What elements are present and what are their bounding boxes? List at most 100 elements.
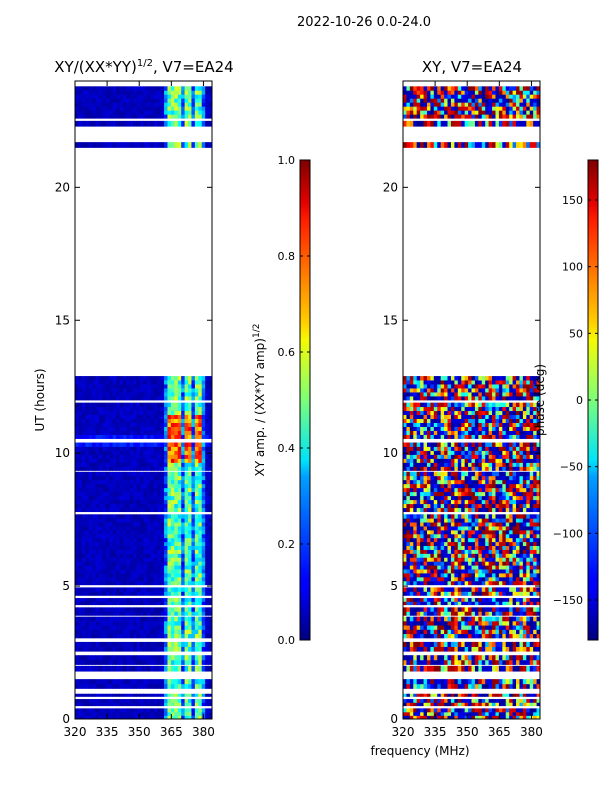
amp-heat-cell: [181, 380, 185, 385]
amp-heat-cell: [116, 376, 120, 381]
amp-heat-cell: [133, 392, 138, 397]
amp-heat-cell: [181, 561, 185, 566]
phase-heat-cell: [502, 580, 507, 586]
amp-heat-cell: [164, 430, 168, 435]
phase-heat-cell: [409, 526, 414, 531]
amp-heat-cell: [78, 507, 83, 513]
phase-heat-cell: [447, 683, 452, 689]
amp-heat-cell: [112, 414, 117, 420]
phase-heat-cell: [533, 611, 537, 616]
phase-heat-cell: [536, 679, 540, 685]
amp-heat-cell: [167, 598, 172, 602]
amp-heat-cell: [174, 553, 179, 558]
amp-heat-cell: [116, 659, 120, 665]
amp-heat-cell: [205, 392, 209, 397]
amp-heat-cell: [191, 573, 196, 578]
amp-heat-cell: [174, 616, 179, 622]
phase-heat-cell: [502, 715, 507, 719]
amp-heat-cell: [81, 659, 86, 665]
phase-heat-cell: [437, 646, 442, 652]
phase-heat-cell: [450, 533, 455, 539]
amp-heat-cell: [109, 402, 114, 408]
amp-heat-cell: [160, 422, 165, 427]
amp-heat-cell: [198, 495, 203, 501]
amp-heat-cell: [157, 565, 162, 570]
amp-heat-cell: [153, 434, 158, 439]
phase-heat-cell: [485, 526, 490, 531]
amp-heat-cell: [198, 553, 203, 558]
amp-heat-cell: [164, 529, 168, 535]
phase-heat-cell: [533, 655, 537, 661]
phase-heat-cell: [471, 665, 476, 672]
amp-heat-cell: [150, 418, 155, 423]
amp-heat-cell: [81, 565, 86, 570]
phase-heat-cell: [464, 573, 469, 578]
phase-heat-cell: [471, 545, 476, 550]
phase-heat-cell: [450, 573, 455, 578]
phase-heat-cell: [498, 591, 503, 596]
phase-heat-cell: [420, 537, 424, 543]
amp-heat-cell: [160, 434, 165, 439]
amp-heat-cell: [143, 702, 148, 707]
amp-heat-cell: [188, 708, 192, 713]
amp-heat-cell: [136, 384, 141, 389]
amp-heat-cell: [95, 702, 100, 707]
amp-heat-cell: [208, 702, 212, 707]
phase-heat-cell: [413, 679, 418, 685]
phase-heat-cell: [471, 655, 476, 661]
amp-heat-cell: [164, 616, 168, 622]
phase-heat-cell: [509, 655, 513, 661]
amp-heat-cell: [174, 446, 179, 451]
amp-heat-cell: [205, 607, 209, 612]
phase-heat-cell: [478, 576, 483, 582]
amp-heat-cell: [126, 422, 131, 427]
amp-heat-cell: [157, 458, 162, 463]
amp-heat-cell: [105, 553, 110, 558]
amp-heat-cell: [129, 471, 134, 477]
amp-heat-cell: [116, 114, 120, 119]
amp-heat-cell: [188, 491, 192, 497]
phase-heat-cell: [426, 629, 431, 635]
amp-heat-cell: [157, 573, 162, 578]
amp-heat-cell: [191, 466, 196, 471]
phase-heat-cell: [416, 591, 421, 596]
amp-heat-cell: [150, 388, 155, 393]
amp-heat-cell: [98, 392, 103, 397]
amp-heat-cell: [181, 611, 185, 616]
phase-heat-cell: [481, 598, 486, 602]
amp-heat-cell: [112, 454, 117, 459]
amp-heat-cell: [160, 94, 165, 99]
amp-heat-cell: [112, 708, 117, 713]
phase-heat-cell: [509, 569, 513, 574]
amp-heat-cell: [98, 655, 103, 661]
amp-heat-cell: [126, 693, 131, 697]
amp-heat-cell: [85, 616, 90, 622]
amp-heat-cell: [85, 142, 90, 148]
amp-heat-cell: [177, 114, 182, 119]
amp-heat-cell: [116, 418, 120, 423]
phase-heat-cell: [519, 533, 524, 539]
amp-heat-cell: [143, 533, 148, 539]
amp-heat-cell: [105, 601, 110, 606]
amp-heat-cell: [188, 446, 192, 451]
amp-title-exp: 1/2: [137, 58, 153, 69]
amp-heat-cell: [112, 392, 117, 397]
phase-heat-cell: [440, 683, 445, 689]
amp-heat-cell: [146, 537, 151, 543]
amp-heat-cell: [78, 479, 83, 485]
amp-heat-cell: [81, 537, 86, 543]
phase-heat-cell: [522, 646, 527, 652]
amp-heat-cell: [133, 414, 138, 420]
amp-heat-cell: [102, 142, 107, 148]
phase-heat-cell: [430, 655, 435, 661]
amp-heat-cell: [85, 430, 90, 435]
amp-heat-cell: [122, 514, 127, 519]
phase-heat-cell: [430, 611, 435, 616]
amp-heat-cell: [146, 598, 151, 602]
amp-heat-cell: [167, 414, 172, 420]
amp-heat-cell: [198, 629, 203, 635]
amp-heat-cell: [150, 699, 155, 703]
amp-heat-cell: [205, 142, 209, 148]
amp-heat-cell: [177, 561, 182, 566]
amp-heat-cell: [116, 426, 120, 431]
